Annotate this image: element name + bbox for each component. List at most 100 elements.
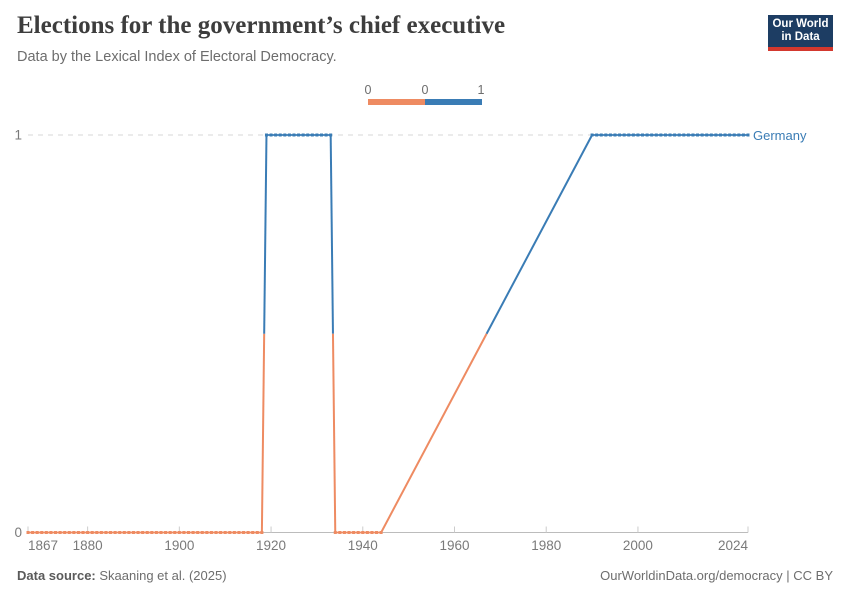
data-point-marker	[608, 133, 612, 137]
data-point-marker	[352, 531, 356, 534]
data-point-marker	[118, 531, 122, 534]
data-point-marker	[131, 531, 135, 534]
data-point-marker	[283, 133, 287, 137]
data-point-marker	[696, 133, 700, 137]
data-point-marker	[613, 133, 617, 137]
data-point-marker	[232, 531, 236, 534]
data-point-marker	[44, 531, 48, 534]
page-title: Elections for the government’s chief exe…	[17, 12, 506, 39]
data-point-marker	[200, 531, 204, 534]
data-point-marker	[746, 133, 750, 137]
data-point-marker	[691, 133, 695, 137]
data-point-marker	[173, 531, 177, 534]
data-point-marker	[650, 133, 654, 137]
y-tick-label: 1	[14, 128, 22, 143]
y-tick-label: 0	[14, 525, 22, 540]
data-point-marker	[177, 531, 181, 534]
data-point-marker	[618, 133, 622, 137]
data-point-marker	[723, 133, 727, 137]
data-point-marker	[205, 531, 209, 534]
data-point-marker	[379, 531, 383, 534]
data-point-marker	[95, 531, 99, 534]
data-point-marker	[599, 133, 603, 137]
data-point-marker	[127, 531, 131, 534]
data-point-marker	[104, 531, 108, 534]
data-point-marker	[246, 531, 250, 534]
data-point-marker	[287, 133, 291, 137]
data-point-marker	[659, 133, 663, 137]
data-point-marker	[150, 531, 154, 534]
chart-footer: Data source: Skaaning et al. (2025) OurW…	[17, 568, 833, 588]
data-point-marker	[310, 133, 314, 137]
series-connector	[260, 333, 266, 533]
data-point-marker	[668, 133, 672, 137]
series-label-germany[interactable]: Germany	[753, 128, 807, 143]
x-tick-label: 1900	[164, 538, 194, 553]
data-point-marker	[732, 133, 736, 137]
data-point-marker	[709, 133, 713, 137]
data-point-marker	[663, 133, 667, 137]
data-source: Data source: Skaaning et al. (2025)	[17, 568, 227, 588]
data-point-marker	[595, 133, 599, 137]
data-point-marker	[145, 531, 149, 534]
series-connector	[380, 333, 488, 533]
data-point-marker	[306, 133, 310, 137]
owid-logo-line2: in Data	[781, 31, 820, 43]
license-note: OurWorldinData.org/democracy | CC BY	[600, 568, 833, 583]
data-point-marker	[370, 531, 374, 534]
data-point-marker	[269, 133, 273, 137]
data-point-marker	[86, 531, 90, 534]
legend-bin-zero[interactable]	[368, 99, 425, 105]
data-point-marker	[40, 531, 44, 534]
data-point-marker	[182, 531, 186, 534]
data-point-marker	[741, 133, 745, 137]
data-point-marker	[342, 531, 346, 534]
data-point-marker	[686, 133, 690, 137]
data-point-marker	[297, 133, 301, 137]
data-point-marker	[627, 133, 631, 137]
data-point-marker	[35, 531, 39, 534]
data-point-marker	[737, 133, 741, 137]
data-point-marker	[333, 531, 337, 534]
data-point-marker	[228, 531, 232, 534]
x-tick-label: 2000	[623, 538, 653, 553]
data-point-marker	[251, 531, 255, 534]
data-point-marker	[191, 531, 195, 534]
data-point-marker	[260, 531, 264, 534]
data-point-marker	[705, 133, 709, 137]
data-point-marker	[242, 531, 246, 534]
data-point-marker	[122, 531, 126, 534]
data-point-marker	[99, 531, 103, 534]
data-point-marker	[113, 531, 117, 534]
data-point-marker	[329, 133, 333, 137]
data-point-marker	[320, 133, 324, 137]
data-point-marker	[292, 133, 296, 137]
data-point-marker	[301, 133, 305, 137]
data-point-marker	[645, 133, 649, 137]
data-point-marker	[223, 531, 227, 534]
data-point-marker	[654, 133, 658, 137]
data-point-marker	[315, 133, 319, 137]
data-point-marker	[196, 531, 200, 534]
data-point-marker	[728, 133, 732, 137]
data-point-marker	[49, 531, 53, 534]
data-point-marker	[636, 133, 640, 137]
data-point-marker	[622, 133, 626, 137]
data-point-marker	[63, 531, 67, 534]
data-point-marker	[641, 133, 645, 137]
data-point-marker	[278, 133, 282, 137]
owid-logo[interactable]: Our World in Data	[768, 15, 833, 51]
data-point-marker	[187, 531, 191, 534]
data-point-marker	[631, 133, 635, 137]
x-tick-label: 1980	[531, 538, 561, 553]
data-point-marker	[209, 531, 213, 534]
series-connector	[329, 134, 334, 334]
data-point-marker	[255, 531, 259, 534]
data-point-marker	[677, 133, 681, 137]
series-connector	[485, 134, 593, 335]
data-point-marker	[76, 531, 80, 534]
x-tick-label: 2024	[718, 538, 749, 553]
legend-bin-one[interactable]	[425, 99, 482, 105]
